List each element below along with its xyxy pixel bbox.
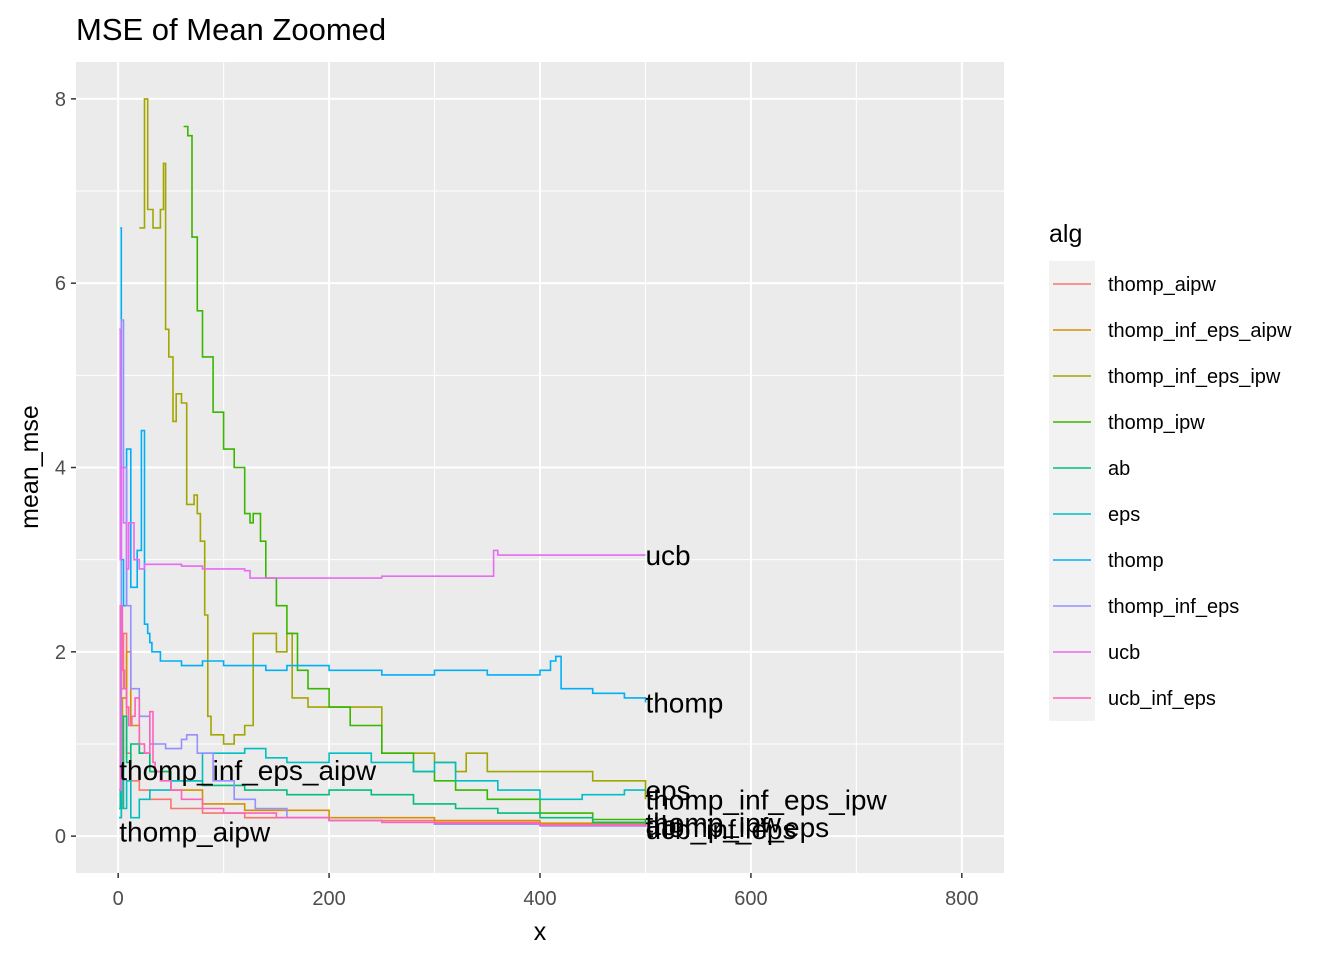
y-tick-label: 4 [55, 458, 66, 480]
legend-label: ucb_inf_eps [1108, 688, 1216, 710]
y-tick-label: 0 [55, 826, 66, 848]
end-label: thomp_ipw [645, 807, 781, 838]
end-labels: ucbthompthomp_inf_eps_aipwepsthomp_inf_e… [119, 540, 887, 847]
end-label: ucb_inf_eps [645, 814, 796, 845]
x-tick-label: 400 [523, 888, 556, 910]
series-line-ucb_inf_eps [119, 604, 647, 827]
series-lines [119, 98, 647, 827]
x-tick-label: 200 [312, 888, 345, 910]
y-tick-label: 2 [55, 642, 66, 664]
legend-label: ucb [1108, 642, 1140, 664]
end-label: ab [645, 810, 676, 841]
end-label: thomp [645, 688, 723, 719]
legend-label: thomp_inf_eps_aipw [1108, 320, 1292, 342]
legend-label: thomp_ipw [1108, 412, 1205, 434]
legend-label: thomp_inf_eps_ipw [1108, 366, 1281, 388]
legend: alg thomp_aipw thomp_inf_eps_aipw thomp_in… [1049, 220, 1292, 721]
series-line-ab [119, 706, 647, 826]
end-label: thomp_aipw [119, 817, 271, 848]
series-line-thomp_inf_eps_ipw [139, 98, 647, 800]
legend-title: alg [1049, 220, 1082, 248]
legend-label: ab [1108, 458, 1130, 480]
y-tick-label: 8 [55, 89, 66, 111]
x-axis-ticks: 0 200 400 600 800 [113, 873, 979, 910]
end-label: ucb [645, 540, 690, 571]
end-label: thomp_inf_eps [645, 812, 829, 843]
y-axis-ticks: 0 2 4 6 8 [55, 89, 76, 848]
legend-label: thomp_inf_eps [1108, 596, 1239, 618]
end-label: thomp_inf_eps_aipw [119, 755, 377, 786]
end-label: eps [645, 775, 690, 806]
grid [76, 62, 1004, 873]
end-label: thomp_inf_eps_ipw [645, 784, 887, 815]
y-axis-label: mean_mse [16, 405, 44, 529]
series-line-thomp_ipw [183, 125, 647, 823]
legend-label: thomp [1108, 550, 1164, 572]
legend-label: thomp_aipw [1108, 274, 1216, 296]
series-line-ucb [119, 328, 646, 579]
chart-title: MSE of Mean Zoomed [76, 12, 386, 47]
x-tick-label: 0 [113, 888, 124, 910]
series-line-thomp [120, 227, 647, 703]
legend-label: eps [1108, 504, 1140, 526]
series-line-eps [119, 747, 646, 819]
y-tick-label: 6 [55, 273, 66, 295]
x-tick-label: 800 [945, 888, 978, 910]
x-tick-label: 600 [734, 888, 767, 910]
x-axis-label: x [534, 918, 547, 946]
